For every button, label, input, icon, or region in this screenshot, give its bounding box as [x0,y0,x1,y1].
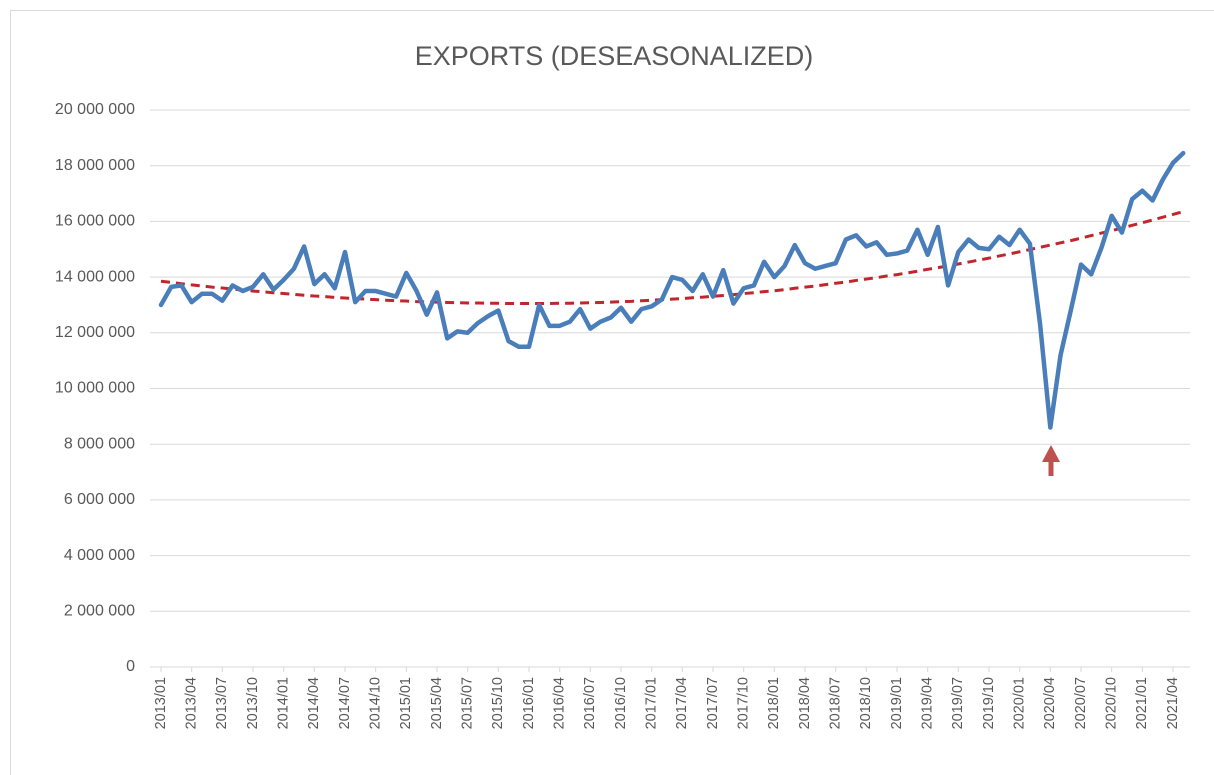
x-tick-label: 2019/01 [889,677,905,729]
x-tick-label: 2015/10 [490,677,506,729]
chart-frame [10,10,1214,775]
x-tick-label: 2021/01 [1134,677,1150,729]
x-tick-label: 2016/10 [613,677,629,729]
x-tick-label: 2015/07 [459,677,475,729]
arrow-head [1042,445,1060,462]
x-tick-label: 2017/10 [735,677,751,729]
x-tick-label: 2016/01 [521,677,537,729]
y-tick-label: 2 000 000 [64,603,135,620]
x-tick-label: 2019/04 [919,677,935,729]
y-tick-label: 0 [126,658,135,675]
x-tick-label: 2018/07 [827,677,843,729]
x-tick-label: 2018/01 [766,677,782,729]
x-tick-label: 2020/10 [1103,677,1119,729]
plot [158,150,1186,430]
x-tick-label: 2014/04 [306,677,322,729]
x-tick-label: 2020/04 [1042,677,1058,729]
x-tick-label: 2019/10 [981,677,997,729]
trend-line [160,210,1184,306]
x-tick-label: 2015/04 [429,677,445,729]
y-tick-label: 20 000 000 [55,101,135,118]
grid: 0 2 000 000 4 000 000 6 000 000 8 000 000 10 … [55,101,1190,729]
x-tick-label: 2021/04 [1165,677,1181,729]
y-tick-label: 12 000 000 [55,324,135,341]
y-tick-label: 16 000 000 [55,213,135,230]
x-tick-label: 2020/07 [1073,677,1089,729]
x-tick-label: 2017/07 [705,677,721,729]
x-tick-label: 2014/07 [337,677,353,729]
x-tick-label: 2018/04 [797,677,813,729]
x-tick-label: 2014/01 [275,677,291,729]
x-tick-label: 2013/04 [183,677,199,729]
chart-title: EXPORTS (DESEASONALIZED) [415,41,814,71]
x-tick-label: 2013/01 [153,677,169,729]
y-tick-label: 14 000 000 [55,268,135,285]
y-tick-label: 4 000 000 [64,547,135,564]
y-tick-label: 8 000 000 [64,435,135,452]
x-tick-label: 2016/07 [582,677,598,729]
x-tick-label: 2017/04 [674,677,690,729]
y-tick-label: 6 000 000 [64,491,135,508]
data-line [158,150,1186,430]
x-tick-label: 2016/04 [551,677,567,729]
x-tick-label: 2017/01 [643,677,659,729]
x-tick-label: 2015/01 [398,677,414,729]
y-tick-label: 18 000 000 [55,157,135,174]
x-tick-label: 2018/10 [858,677,874,729]
y-tick-label: 10 000 000 [55,380,135,397]
x-tick-label: 2019/07 [950,677,966,729]
x-tick-label: 2014/10 [367,677,383,729]
annotation-arrow [1042,445,1060,476]
x-tick-label: 2013/07 [214,677,230,729]
x-tick-label: 2020/01 [1011,677,1027,729]
x-tick-label: 2013/10 [245,677,261,729]
